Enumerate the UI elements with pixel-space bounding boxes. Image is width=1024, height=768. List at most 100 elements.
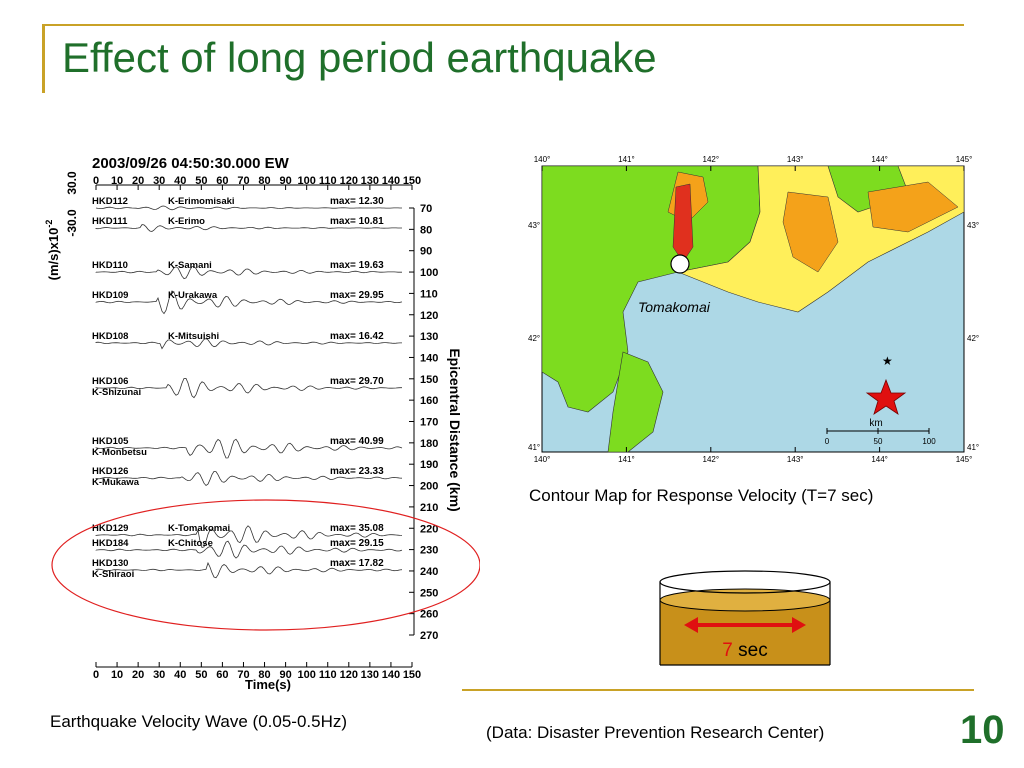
- time-tick-label: 130: [361, 669, 379, 681]
- time-tick-label: 50: [195, 175, 207, 187]
- distance-axis: 70 80 90 100 110 120 130 140 150 160 170 180 190 200 2…: [409, 203, 438, 642]
- liquid-surface: [659, 588, 831, 612]
- map-lon-label-top: 145°: [956, 155, 973, 164]
- distance-tick-label: 150: [420, 374, 438, 386]
- time-tick-label: 150: [403, 175, 421, 187]
- trace-station-code: HKD105: [92, 436, 129, 447]
- trace-max-value: max= 16.42: [330, 331, 384, 342]
- map-lon-label-bottom: 144°: [871, 455, 888, 464]
- distance-tick-label: 80: [420, 224, 432, 236]
- trace-station-name: K-Mukawa: [92, 477, 140, 488]
- time-tick-label: 140: [382, 175, 400, 187]
- time-tick-label: 10: [111, 669, 123, 681]
- time-tick-label: 140: [382, 669, 400, 681]
- trace-station-name: K-Tomakomai: [168, 523, 230, 534]
- small-star-icon: ★: [882, 354, 893, 368]
- map-caption: Contour Map for Response Velocity (T=7 s…: [529, 486, 874, 505]
- map-lon-label-bottom: 145°: [956, 455, 973, 464]
- trace-station-name: K-Chitose: [168, 538, 213, 549]
- trace-station-name: K-Urakawa: [168, 290, 218, 301]
- trace-line: [95, 338, 402, 350]
- bottom-time-axis: 0 10 20 30 40 50 60 70 80 90 100 110 120 130 140 150: [93, 662, 421, 681]
- trace-max-value: max= 40.99: [330, 436, 384, 447]
- trace-line: [95, 540, 403, 559]
- time-tick-label: 50: [195, 669, 207, 681]
- trace-line: [95, 265, 402, 280]
- seismogram-figure: 2003/09/26 04:50:30.000 EW (m/s)x10-2 -3…: [44, 155, 480, 692]
- map-lon-label-bottom: 141°: [618, 455, 635, 464]
- trace-max-value: max= 29.70: [330, 376, 384, 387]
- highlight-ellipse: [51, 499, 480, 631]
- distance-tick-label: 190: [420, 459, 438, 471]
- contour-map: Tomakomai ★ 140° 140° 141° 141° 142° 142° 143°…: [528, 155, 979, 464]
- top-time-axis: 0 10 20 30 40 50 60 70 80 90 100 110 120 130 140 150: [93, 175, 421, 190]
- trace-station-name: K-Samani: [168, 260, 212, 271]
- trace-max-value: max= 19.63: [330, 260, 384, 271]
- map-lon-label-top: 140°: [534, 155, 551, 164]
- contour-orange-center: [782, 191, 839, 273]
- title-top-rule: [42, 24, 964, 26]
- time-tick-label: 70: [237, 669, 249, 681]
- trace-station-name: K-Erimo: [168, 216, 205, 227]
- distance-tick-label: 270: [420, 630, 438, 642]
- trace-station-code: HKD130: [92, 558, 128, 569]
- bottom-rule: [462, 689, 974, 691]
- tomakomai-marker: [670, 254, 690, 274]
- trace-line: [95, 525, 403, 548]
- map-graticule: 140° 140° 141° 141° 142° 142° 143° 143° 144° 144°…: [528, 155, 979, 464]
- time-tick-label: 10: [111, 175, 123, 187]
- time-tick-label: 60: [216, 669, 228, 681]
- trace-station-code: HKD111: [92, 216, 128, 227]
- epicenter-star-icon: [865, 378, 907, 415]
- tomakomai-label: Tomakomai: [638, 299, 711, 315]
- time-tick-label: 20: [132, 669, 144, 681]
- time-tick-label: 70: [237, 175, 249, 187]
- amplitude-axis-label: (m/s)x10-2: [44, 220, 61, 281]
- trace-station-code: HKD106: [92, 376, 128, 387]
- amplitude-top-label: 30.0: [65, 171, 79, 195]
- map-lon-label-bottom: 140°: [534, 455, 551, 464]
- distance-tick-label: 200: [420, 481, 438, 493]
- map-lat-label-left: 41°: [528, 443, 540, 452]
- seismogram-header: 2003/09/26 04:50:30.000 EW: [92, 155, 290, 172]
- time-axis-label: Time(s): [245, 677, 291, 692]
- distance-tick-label: 100: [420, 267, 438, 279]
- distance-tick-label: 230: [420, 545, 438, 557]
- time-tick-label: 30: [153, 175, 165, 187]
- arrow-right-head: [792, 617, 806, 633]
- trace-station-name: K-Monbetsu: [92, 447, 147, 458]
- liquid-tank-illustration: 7 sec: [659, 570, 831, 666]
- trace-station-code: HKD108: [92, 331, 128, 342]
- seismic-traces: HKD112 K-Erimomisaki max= 12.30 HKD111 K-Eri…: [92, 196, 403, 580]
- time-tick-label: 110: [319, 175, 337, 187]
- distance-tick-label: 90: [420, 246, 432, 258]
- distance-tick-label: 210: [420, 502, 438, 514]
- time-tick-label: 110: [319, 669, 337, 681]
- time-tick-label: 30: [153, 669, 165, 681]
- trace-line: [95, 205, 402, 211]
- trace-station-name: K-Shizunai: [92, 387, 141, 398]
- time-tick-label: 80: [258, 669, 270, 681]
- distance-tick-label: 250: [420, 587, 438, 599]
- slide-title: Effect of long period earthquake: [62, 34, 657, 81]
- map-lat-label-left: 43°: [528, 221, 540, 230]
- scale-unit: km: [869, 418, 882, 429]
- time-tick-label: 100: [297, 669, 315, 681]
- map-lat-label-right: 42°: [967, 334, 979, 343]
- contour-orange-east: [867, 181, 959, 233]
- time-tick-label: 90: [279, 669, 291, 681]
- distance-tick-label: 110: [420, 288, 438, 300]
- trace-max-value: max= 29.95: [330, 290, 384, 301]
- trace-max-value: max= 23.33: [330, 466, 384, 477]
- distance-axis-label: Epicentral Distance (km): [447, 348, 463, 511]
- trace-station-code: HKD109: [92, 290, 128, 301]
- trace-line: [95, 470, 403, 487]
- trace-max-value: max= 35.08: [330, 523, 384, 534]
- distance-tick-label: 180: [420, 438, 438, 450]
- scale-ticks: 0 50 100: [825, 428, 936, 446]
- trace-station-name: K-Mitsuishi: [168, 331, 219, 342]
- map-lon-label-top: 141°: [618, 155, 635, 164]
- trace-line: [95, 438, 403, 459]
- arrow-left-head: [684, 617, 698, 633]
- trace-station-code: HKD126: [92, 466, 128, 477]
